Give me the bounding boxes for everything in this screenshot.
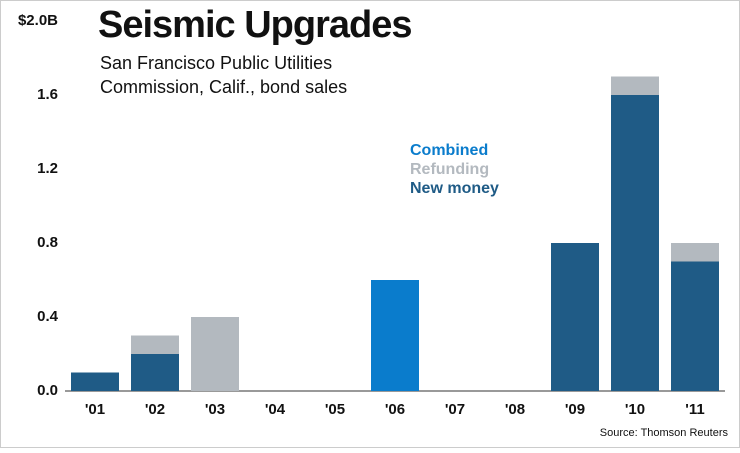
subtitle: San Francisco Public Utilities — [100, 53, 332, 73]
x-tick-label: '11 — [685, 401, 704, 418]
source: Source: Thomson Reuters — [600, 427, 729, 439]
x-tick-label: '08 — [505, 401, 525, 418]
x-tick-label: '02 — [145, 401, 165, 418]
bar-segment — [671, 243, 719, 262]
bar-segment — [611, 95, 659, 391]
legend-entry: New money — [410, 180, 499, 197]
x-tick-label: '06 — [385, 401, 405, 418]
bar-segment — [671, 261, 719, 391]
x-tick-label: '04 — [265, 401, 286, 418]
y-tick-label: 1.2 — [37, 160, 58, 177]
legend-entry: Refunding — [410, 161, 489, 178]
y-tick-label: 0.4 — [37, 308, 59, 325]
bar-segment — [371, 280, 419, 391]
bar-segment — [611, 76, 659, 95]
x-tick-label: '07 — [445, 401, 465, 418]
bar-segment — [131, 335, 179, 354]
bar-segment — [71, 372, 119, 391]
bar-segment — [131, 354, 179, 391]
legend-entry: Combined — [410, 142, 488, 159]
y-tick-label: $2.0B — [18, 12, 58, 29]
chart-title: Seismic Upgrades — [98, 4, 411, 46]
y-tick-label: 0.0 — [37, 382, 58, 399]
bar-segment — [551, 243, 599, 391]
x-tick-label: '03 — [205, 401, 225, 418]
y-tick-label: 1.6 — [37, 86, 58, 103]
x-tick-label: '05 — [325, 401, 345, 418]
x-tick-label: '09 — [565, 401, 585, 418]
bar-segment — [191, 317, 239, 391]
x-tick-label: '01 — [85, 401, 105, 418]
x-tick-label: '10 — [625, 401, 645, 418]
subtitle: Commission, Calif., bond sales — [100, 77, 347, 97]
y-tick-label: 0.8 — [37, 234, 58, 251]
